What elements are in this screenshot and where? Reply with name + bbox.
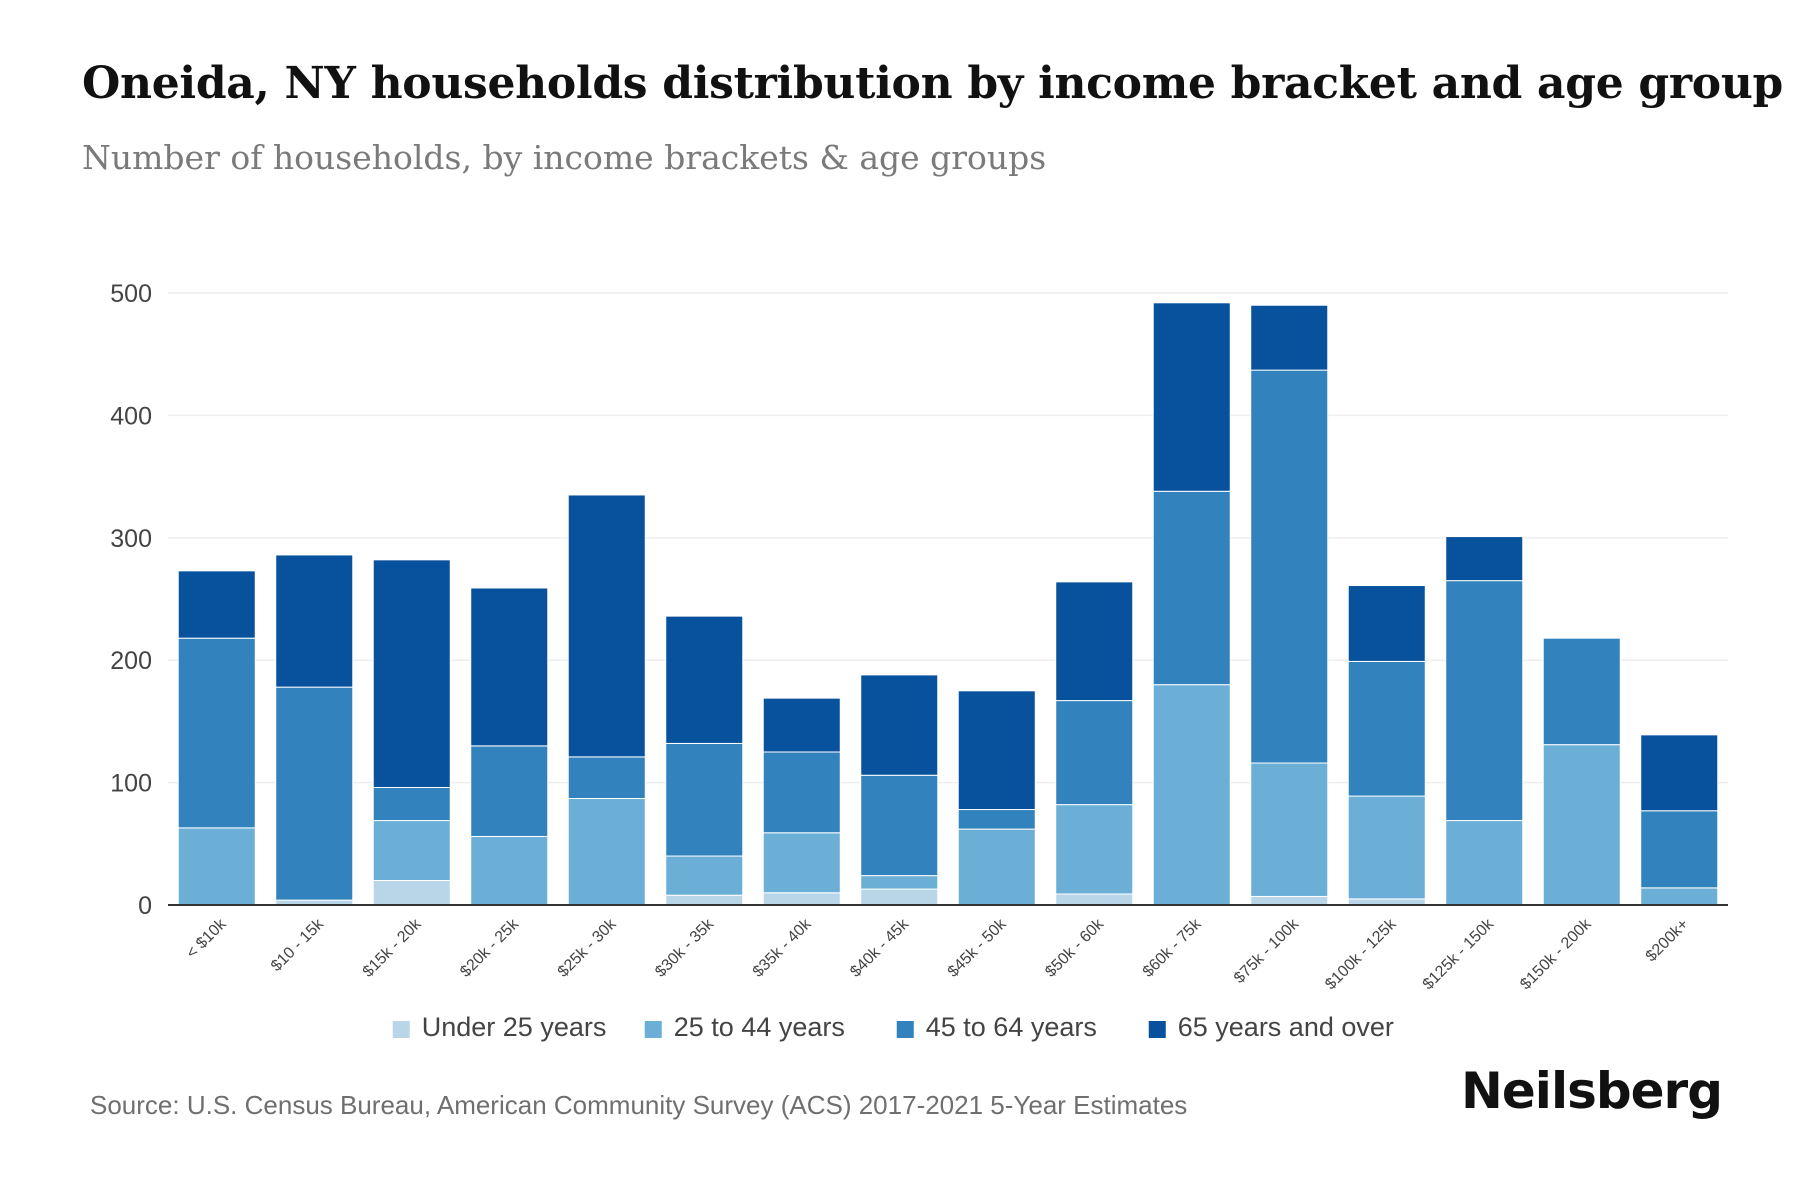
bar-segment: [567, 494, 646, 758]
chart-subtitle: Number of households, by income brackets…: [82, 138, 1047, 177]
bar-segment: [1250, 369, 1329, 764]
bar-segment: [372, 786, 451, 822]
bar-segment: [860, 875, 939, 890]
bar-segment: [665, 615, 744, 744]
bar-segment: [762, 697, 841, 753]
bar-segment: [1152, 490, 1231, 686]
x-tick-label: $10 - 15k: [268, 915, 328, 975]
legend-swatch: [392, 1021, 410, 1038]
x-tick-label: $200k+: [1643, 916, 1692, 965]
bar-segment: [957, 809, 1036, 830]
bar-segment: [177, 637, 256, 829]
legend-label: 65 years and over: [1178, 1012, 1394, 1042]
bar-segment: [1445, 580, 1524, 822]
x-tick-label: $60k - 75k: [1140, 915, 1206, 981]
legend-label: 45 to 64 years: [926, 1012, 1097, 1042]
bar-segment: [177, 827, 256, 906]
y-tick-label: 0: [138, 892, 152, 920]
x-tick-label: $20k - 25k: [457, 915, 523, 981]
legend-swatch: [896, 1021, 914, 1038]
x-tick-label: $45k - 50k: [945, 915, 1011, 981]
bar-segment: [1055, 700, 1134, 806]
bar-segment: [860, 674, 939, 776]
bar-segment: [1445, 536, 1524, 582]
bar-segment: [762, 751, 841, 834]
bar-segment: [762, 832, 841, 894]
bar-segment: [860, 774, 939, 877]
legend-swatch: [644, 1021, 662, 1038]
bar-segment: [762, 892, 841, 906]
bar-segment: [1542, 744, 1621, 906]
y-tick-label: 200: [110, 647, 152, 675]
x-tick-label: $40k - 45k: [847, 915, 913, 981]
y-tick-label: 400: [110, 402, 152, 430]
x-tick-label: $50k - 60k: [1042, 915, 1108, 981]
source-note: Source: U.S. Census Bureau, American Com…: [90, 1090, 1188, 1120]
bar-segment: [957, 828, 1036, 906]
x-tick-label: $100k - 125k: [1322, 915, 1400, 993]
bar-segment: [1152, 302, 1231, 492]
x-tick-label: $75k - 100k: [1231, 915, 1303, 987]
bar-segment: [177, 570, 256, 639]
y-tick-label: 500: [110, 280, 152, 308]
bar-segment: [1250, 762, 1329, 897]
bar-segment: [665, 894, 744, 906]
bar-segment: [1055, 804, 1134, 895]
bar-segment: [860, 888, 939, 906]
bar-segment: [1640, 887, 1719, 906]
bar-segment: [1055, 581, 1134, 702]
x-tick-label: $35k - 40k: [750, 915, 816, 981]
bar-segment: [665, 742, 744, 857]
bar-segment: [1347, 585, 1426, 662]
x-tick-label: $15k - 20k: [360, 915, 426, 981]
bar-segment: [372, 559, 451, 788]
bar-segment: [1055, 893, 1134, 906]
x-tick-label: $125k - 150k: [1420, 915, 1498, 993]
bar-segment: [567, 798, 646, 906]
bar-segment: [470, 745, 549, 837]
bar-segment: [470, 587, 549, 747]
bar-segment: [1640, 734, 1719, 812]
bar-segment: [567, 756, 646, 800]
bar-segment: [275, 686, 354, 901]
bar-segment: [1347, 660, 1426, 797]
bar-segment: [957, 690, 1036, 811]
bar-segment: [1250, 895, 1329, 906]
bar-segment: [372, 820, 451, 882]
bar-segment: [1445, 820, 1524, 906]
bar-segment: [1640, 810, 1719, 889]
y-tick-label: 300: [110, 525, 152, 553]
chart-title: Oneida, NY households distribution by in…: [82, 58, 1783, 109]
bar-segment: [275, 554, 354, 688]
x-tick-label: $150k - 200k: [1517, 915, 1595, 993]
bar-segment: [665, 855, 744, 896]
x-tick-label: < $10k: [183, 915, 230, 962]
bar-segment: [470, 835, 549, 906]
brand-logo: Neilsberg: [1461, 1062, 1723, 1120]
bar-segment: [372, 880, 451, 906]
legend-swatch: [1148, 1021, 1166, 1038]
bar-segment: [1542, 637, 1621, 746]
y-tick-label: 100: [110, 770, 152, 798]
legend-label: 25 to 44 years: [674, 1012, 845, 1042]
bar-segment: [1250, 304, 1329, 371]
bar-segment: [1347, 795, 1426, 900]
x-tick-label: $30k - 35k: [652, 915, 718, 981]
x-tick-label: $25k - 30k: [555, 915, 621, 981]
bar-segment: [1152, 684, 1231, 906]
legend-label: Under 25 years: [422, 1012, 607, 1042]
